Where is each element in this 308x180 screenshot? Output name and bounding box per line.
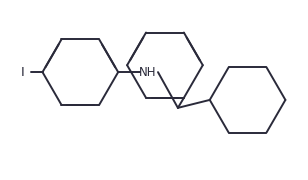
Text: NH: NH	[139, 66, 157, 79]
Text: I: I	[21, 66, 25, 79]
